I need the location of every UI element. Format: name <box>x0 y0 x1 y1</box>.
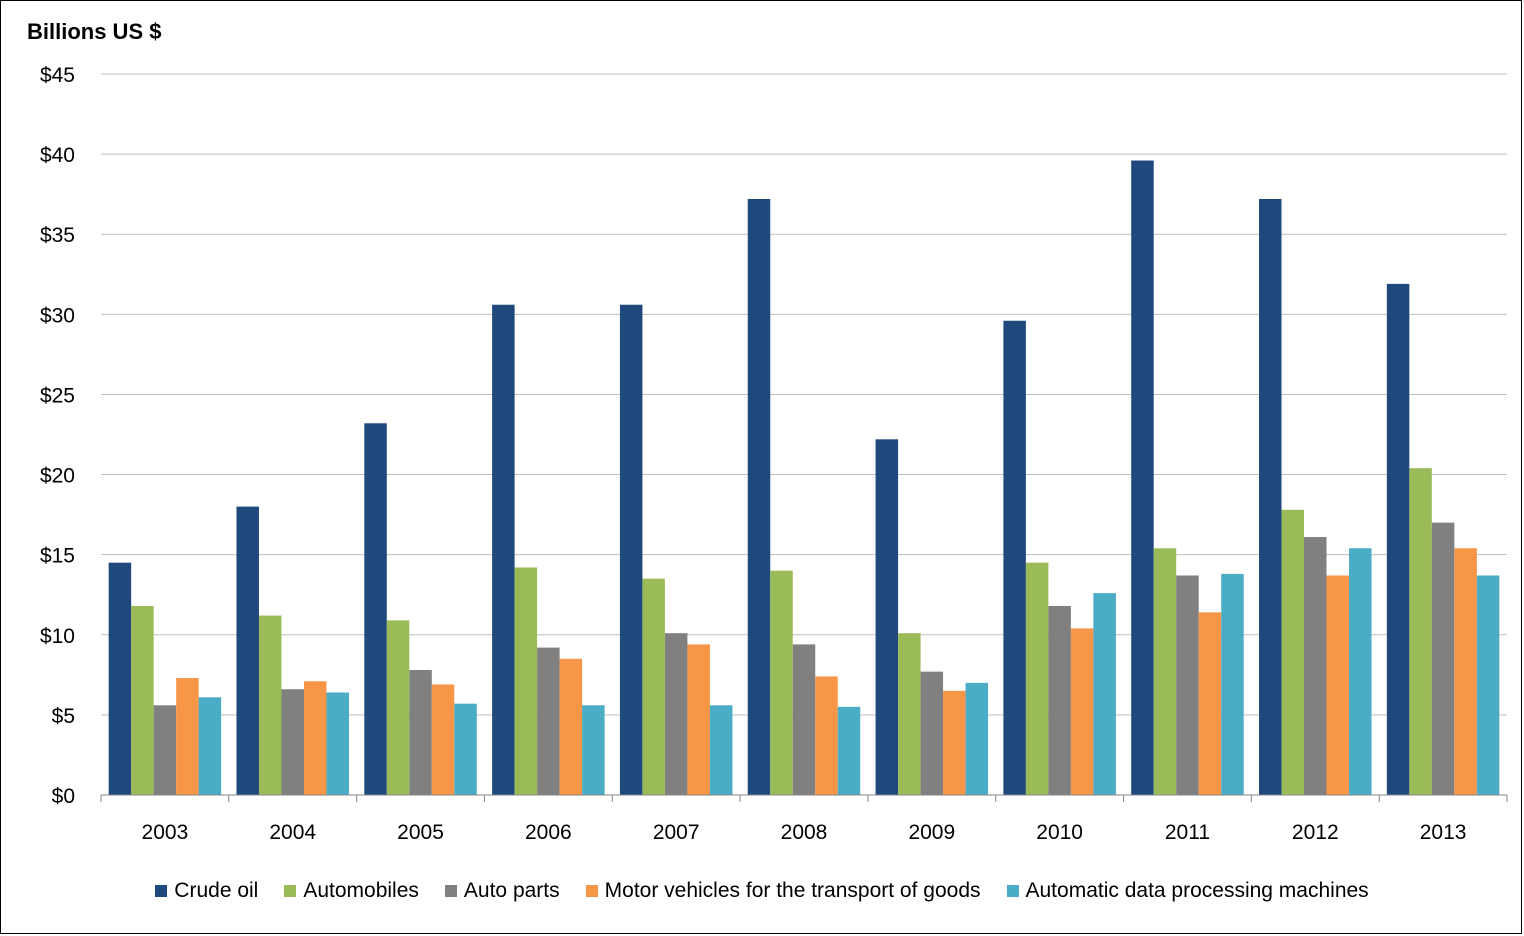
legend: Crude oil Automobiles Auto parts Motor vehi… <box>1 879 1523 903</box>
y-tick-label: $30 <box>40 304 75 327</box>
bar <box>619 304 643 795</box>
bar <box>1349 548 1372 795</box>
y-tick-label: $10 <box>40 625 75 648</box>
bar <box>1093 593 1116 795</box>
x-axis: 2003 2004 2005 2006 2007 2008 2009 2010 2011 2012… <box>100 794 1508 844</box>
bar <box>1176 575 1199 795</box>
x-tick-label: 2007 <box>653 821 700 844</box>
bar <box>943 690 966 795</box>
bar <box>815 676 838 795</box>
y-tick-label: $0 <box>52 785 75 808</box>
bar <box>837 706 861 795</box>
bar <box>1025 562 1049 795</box>
bar <box>898 633 921 795</box>
y-tick-label: $25 <box>40 384 75 407</box>
y-axis-unit-label: Billions US $ <box>27 19 162 44</box>
bar <box>514 567 538 795</box>
x-tick-label: 2006 <box>525 821 572 844</box>
bar <box>792 644 816 795</box>
bar <box>770 570 793 795</box>
legend-label: Motor vehicles for the transport of good… <box>604 879 981 902</box>
y-tick-label: $15 <box>40 545 75 568</box>
legend-label: Automatic data processing machines <box>1025 879 1369 902</box>
legend-item: Automobiles <box>284 879 419 903</box>
legend-label: Automobiles <box>303 879 419 902</box>
bar <box>409 670 432 795</box>
legend-item: Crude oil <box>155 879 258 903</box>
legend-swatch <box>1006 885 1019 897</box>
bar <box>1304 537 1327 795</box>
legend-item: Automatic data processing machines <box>1006 879 1369 903</box>
legend-label: Auto parts <box>463 879 560 902</box>
legend-swatch <box>585 885 598 897</box>
bar <box>454 703 477 795</box>
bar <box>1131 160 1154 795</box>
bar <box>326 692 349 795</box>
bar <box>153 705 177 795</box>
bar <box>1070 628 1094 795</box>
bar <box>687 644 710 795</box>
x-tick-label: 2013 <box>1420 821 1467 844</box>
y-tick-label: $45 <box>40 64 75 87</box>
bar <box>131 605 154 795</box>
x-tick-label: 2009 <box>908 821 955 844</box>
bar <box>1281 509 1305 795</box>
bar <box>920 671 944 795</box>
bar <box>1153 548 1177 795</box>
legend-item: Motor vehicles for the transport of good… <box>585 879 981 903</box>
bar <box>386 620 410 795</box>
bar <box>965 682 989 795</box>
x-tick-label: 2012 <box>1292 821 1339 844</box>
y-tick-label: $20 <box>40 465 75 488</box>
bar <box>431 684 455 795</box>
x-tick-label: 2005 <box>397 821 444 844</box>
bar <box>198 697 222 795</box>
bars <box>108 160 1500 795</box>
bar <box>1386 283 1410 795</box>
bar <box>1003 320 1026 795</box>
bar <box>108 562 132 795</box>
legend-swatch <box>444 885 457 897</box>
bar <box>1476 575 1500 795</box>
legend-swatch <box>284 885 297 897</box>
legend-item: Auto parts <box>444 879 560 903</box>
bar <box>1409 468 1432 795</box>
bar <box>642 578 665 795</box>
legend-swatch <box>155 885 168 897</box>
y-tick-label: $35 <box>40 224 75 247</box>
bar <box>537 647 560 795</box>
bar <box>176 678 199 795</box>
y-tick-label: $40 <box>40 144 75 167</box>
bar <box>281 689 304 795</box>
bar <box>236 506 259 795</box>
bar <box>875 439 899 795</box>
x-tick-label: 2011 <box>1165 821 1210 844</box>
bar <box>664 633 688 795</box>
bar <box>303 681 327 795</box>
bar-chart: $0$5$10$15$20$25$30$35$40$45 2003 2004 200… <box>40 64 1508 844</box>
y-axis-ticks: $0 $5 $10 $15 $20 $25 $30 $35 $40 $45 <box>40 64 75 808</box>
bar <box>559 658 583 795</box>
bar <box>1326 575 1350 795</box>
bar <box>709 705 733 795</box>
bar <box>582 705 605 795</box>
bar <box>492 304 515 795</box>
x-tick-label: 2003 <box>142 821 189 844</box>
bar <box>1431 522 1455 795</box>
bar <box>1048 605 1071 795</box>
x-tick-label: 2008 <box>781 821 828 844</box>
bar <box>747 198 771 795</box>
bar <box>1198 612 1222 795</box>
x-tick-label: 2010 <box>1036 821 1083 844</box>
bar <box>1221 573 1244 795</box>
x-tick-label: 2004 <box>269 821 316 844</box>
legend-label: Crude oil <box>174 879 259 902</box>
bar <box>258 615 282 795</box>
bar <box>1454 548 1477 795</box>
bar <box>364 423 387 795</box>
bar <box>1259 198 1282 795</box>
y-tick-label: $5 <box>52 705 75 728</box>
